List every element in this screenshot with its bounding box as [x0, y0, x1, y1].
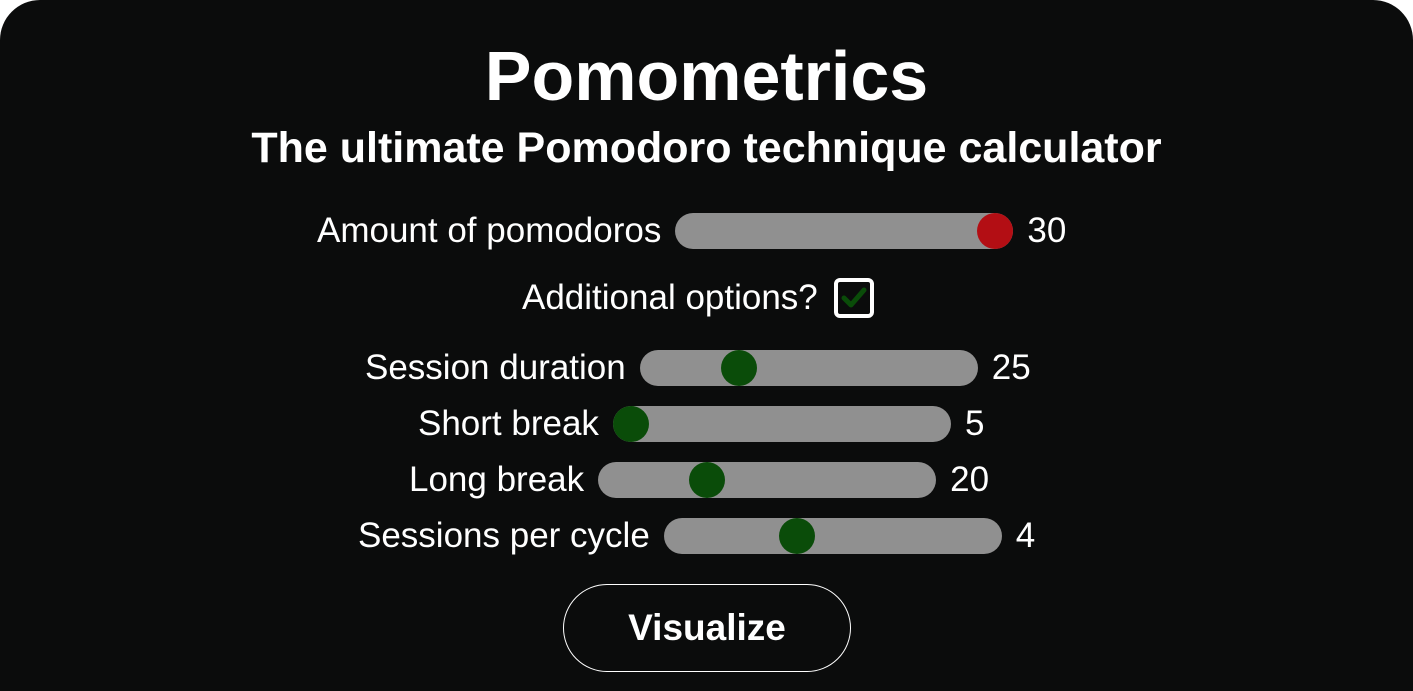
sessions-per-cycle-row: Sessions per cycle 4: [358, 516, 1035, 556]
pomodoros-value: 30: [1027, 211, 1067, 250]
sessions-per-cycle-slider-thumb[interactable]: [778, 518, 815, 554]
short-break-row: Short break 5: [418, 404, 984, 444]
sessions-per-cycle-value: 4: [1015, 516, 1036, 555]
pomodoros-label: Amount of pomodoros: [317, 211, 662, 250]
additional-options-label: Additional options?: [522, 278, 818, 317]
short-break-value: 5: [964, 404, 985, 443]
long-break-slider[interactable]: [598, 462, 937, 498]
session-duration-row: Session duration 25: [365, 348, 1031, 388]
session-duration-value: 25: [991, 348, 1031, 387]
pomodoros-row: Amount of pomodoros 30: [317, 211, 1066, 251]
short-break-label: Short break: [418, 404, 599, 443]
additional-options-row: Additional options?: [522, 278, 874, 318]
pomodoros-slider[interactable]: [675, 213, 1014, 249]
checkmark-icon: [841, 287, 867, 308]
long-break-slider-thumb[interactable]: [688, 462, 725, 498]
sessions-per-cycle-slider[interactable]: [663, 518, 1002, 554]
additional-options-checkbox[interactable]: [833, 278, 874, 318]
sessions-per-cycle-label: Sessions per cycle: [358, 516, 650, 555]
session-duration-slider[interactable]: [639, 350, 978, 386]
session-duration-slider-thumb[interactable]: [721, 350, 758, 386]
long-break-label: Long break: [409, 460, 585, 499]
visualize-button[interactable]: Visualize: [563, 584, 851, 672]
long-break-value: 20: [950, 460, 990, 499]
short-break-slider-thumb[interactable]: [612, 406, 649, 442]
short-break-slider[interactable]: [612, 406, 951, 442]
app-title: Pomometrics: [484, 37, 929, 115]
long-break-row: Long break 20: [409, 460, 989, 500]
app-subtitle: The ultimate Pomodoro technique calculat…: [251, 124, 1162, 172]
pomodoros-slider-thumb[interactable]: [977, 213, 1014, 249]
session-duration-label: Session duration: [365, 348, 626, 387]
